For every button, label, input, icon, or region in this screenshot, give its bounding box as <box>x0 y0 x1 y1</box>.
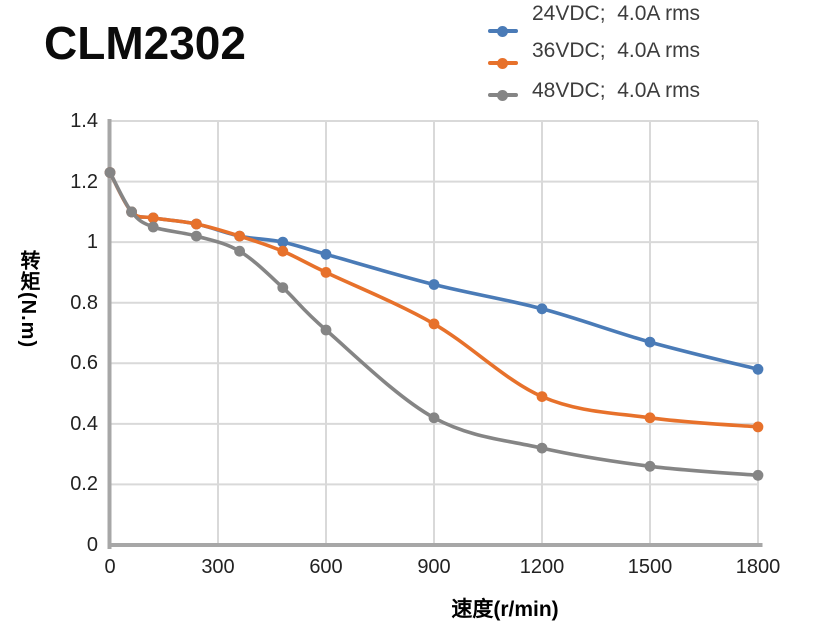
series-marker-48vdc-icon <box>488 78 518 118</box>
series-marker-36vdc-icon <box>488 38 518 78</box>
y-axis-line <box>107 119 112 549</box>
legend-label-48vdc: 48VDC; 4.0A rms <box>532 79 701 102</box>
data-point <box>428 318 440 330</box>
x-tick-label: 300 <box>201 556 235 578</box>
page-title: CLM2302 <box>44 17 246 69</box>
data-point <box>644 336 656 348</box>
data-point <box>234 245 246 257</box>
y-tick-label: 0 <box>86 534 98 556</box>
x-tick-label: 0 <box>104 556 116 578</box>
y-tick-label: 0.8 <box>70 291 98 314</box>
data-point <box>752 363 764 375</box>
y-tick-label: 0.6 <box>70 352 98 375</box>
data-point <box>191 230 202 242</box>
x-tick-label: 1500 <box>627 556 673 578</box>
data-point <box>644 460 656 472</box>
data-point <box>277 236 289 248</box>
data-point <box>320 248 332 260</box>
data-point <box>277 245 289 257</box>
y-tick-label: 1.2 <box>70 170 98 193</box>
data-point <box>536 303 548 315</box>
data-point <box>752 469 764 481</box>
data-point <box>104 167 116 178</box>
data-point <box>536 442 548 454</box>
y-tick-label: 0.2 <box>70 473 98 496</box>
x-axis-line <box>107 543 763 547</box>
legend-label-24vdc: 24VDC; 4.0A rms <box>532 2 701 25</box>
x-tick-label: 600 <box>309 556 343 578</box>
data-point <box>191 218 202 230</box>
data-point <box>320 324 332 336</box>
x-axis-title: 速度(r/min) <box>451 598 559 621</box>
y-tick-label: 1 <box>86 231 98 254</box>
y-tick-label: 0.4 <box>70 412 98 435</box>
legend-label-36vdc: 36VDC; 4.0A rms <box>532 39 701 62</box>
y-tick-label: 1.4 <box>70 110 98 132</box>
data-point <box>536 391 548 402</box>
legend-item-36vdc: 36VDC; 4.0A rms <box>488 38 818 78</box>
y-axis-title: 转矩(N.m) <box>17 250 39 349</box>
data-point <box>277 282 289 293</box>
legend-item-24vdc: 24VDC; 4.0A rms <box>488 1 818 41</box>
data-point <box>147 221 159 233</box>
x-tick-label: 900 <box>417 556 451 578</box>
x-tick-label: 1200 <box>519 556 565 578</box>
data-point <box>320 267 332 278</box>
data-point <box>147 212 159 224</box>
data-point <box>428 279 440 290</box>
data-point <box>126 206 137 218</box>
data-point <box>428 412 440 424</box>
data-point <box>644 412 656 424</box>
data-point <box>234 230 246 242</box>
data-point <box>752 421 764 433</box>
series-marker-24vdc-icon <box>488 1 518 41</box>
x-tick-label: 1800 <box>735 556 781 578</box>
legend-item-48vdc: 48VDC; 4.0A rms <box>488 78 818 118</box>
